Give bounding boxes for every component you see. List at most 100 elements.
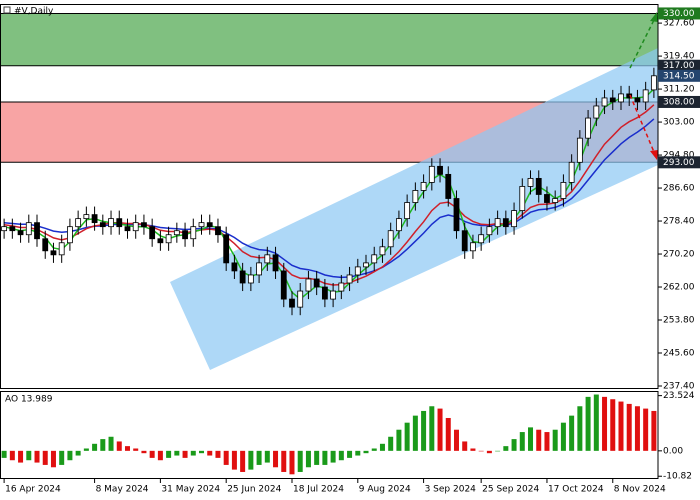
candle-body	[634, 97, 641, 103]
candle-body	[305, 278, 312, 292]
ao-bar	[470, 448, 476, 451]
ao-bar	[643, 408, 649, 451]
candle-body	[264, 254, 271, 264]
candle-body	[141, 222, 147, 228]
candle-body	[330, 290, 337, 300]
ao-bar	[116, 441, 122, 451]
y-tick-label: 294.80	[663, 151, 695, 161]
candle-body	[91, 214, 98, 224]
ao-bar	[207, 450, 213, 456]
ao-bar	[330, 450, 336, 463]
y-tick-label: 278.40	[663, 217, 695, 227]
ao-bar	[26, 450, 32, 461]
ao-bar	[1, 450, 7, 458]
candle-body	[396, 218, 402, 232]
candle-body	[420, 182, 427, 191]
x-tick-label: 3 Sep 2024	[425, 485, 477, 495]
ao-bar	[256, 450, 262, 465]
ao-bar	[511, 439, 517, 451]
x-tick-label: 31 May 2024	[161, 485, 220, 495]
ao-bar	[190, 450, 196, 456]
ao-bar	[166, 450, 172, 458]
ao-bar	[593, 394, 599, 451]
candle-body	[58, 242, 65, 256]
y-tick-label: 327.60	[663, 19, 695, 29]
ao-bar	[528, 427, 534, 451]
candle-body	[642, 89, 649, 103]
ao-bar	[388, 436, 394, 451]
candle-body	[297, 290, 304, 308]
candle-body	[618, 93, 624, 103]
ao-bar	[618, 401, 624, 451]
ao-bar	[396, 429, 402, 451]
level-label: 330.00	[663, 9, 695, 19]
candle-body	[404, 202, 411, 220]
candle-body	[256, 262, 262, 276]
price-channel	[170, 48, 658, 370]
candle-body	[609, 97, 616, 103]
x-tick-label: 18 Jul 2024	[293, 485, 344, 495]
y-tick-label: 286.60	[663, 184, 695, 194]
y-tick-label: 303.00	[663, 118, 695, 128]
ao-bar	[429, 406, 435, 451]
candle-body	[124, 226, 131, 232]
candle-body	[379, 246, 386, 256]
level-tag	[658, 7, 700, 20]
candle-body	[494, 218, 501, 228]
level-label: 317.00	[663, 61, 695, 71]
candle-body	[511, 210, 517, 228]
candle-body	[34, 222, 40, 240]
ao-bar	[404, 422, 410, 451]
ao-bar	[297, 450, 303, 472]
main-frame	[0, 4, 659, 389]
ao-bar	[100, 439, 106, 451]
ao-bar	[289, 450, 295, 475]
candle-body	[17, 230, 24, 236]
y-tick-label: 311.20	[663, 85, 695, 95]
ao-bar	[9, 450, 15, 461]
target-arrow-up	[629, 19, 655, 69]
ao-bar	[75, 450, 81, 456]
ao-bar	[347, 450, 353, 458]
ao-bar	[305, 450, 311, 468]
ao-bar	[569, 415, 575, 451]
candle-body	[445, 173, 452, 199]
candle-body	[470, 242, 476, 252]
plot	[1, 67, 657, 475]
candle-body	[132, 222, 139, 232]
candle-body	[1, 226, 8, 232]
target-arrow-down	[629, 94, 655, 153]
ao-bar	[281, 450, 287, 472]
ao-bar	[445, 417, 451, 451]
candle-body	[519, 186, 526, 211]
ao-bar	[544, 432, 550, 451]
ao-title: AO 13.989	[5, 395, 53, 405]
candle-body	[75, 218, 82, 228]
candle-body	[173, 230, 180, 236]
ao-bar	[199, 450, 205, 454]
ao-bar	[486, 450, 492, 454]
candle-body	[190, 226, 197, 240]
ao-bar	[182, 450, 188, 458]
candle-body	[83, 214, 90, 220]
ao-bar	[67, 450, 73, 461]
ao-bar	[602, 396, 608, 451]
ao-bar	[412, 415, 418, 451]
candle-body	[461, 230, 468, 252]
candle-body	[576, 137, 583, 163]
candle-body	[231, 262, 238, 272]
candle-body	[593, 105, 600, 119]
ao-bar	[495, 450, 501, 452]
ao-bar	[240, 450, 246, 472]
x-tick-label: 9 Aug 2024	[359, 485, 411, 495]
arrow-head	[650, 150, 658, 160]
ao-bar	[149, 450, 155, 458]
ao-bar	[42, 450, 48, 465]
candle-body	[182, 230, 188, 240]
candle-body	[149, 226, 156, 240]
candle-body	[535, 177, 542, 195]
ao-bar	[133, 448, 139, 451]
level-tag	[658, 69, 700, 82]
candle-body	[50, 250, 57, 256]
candle-body	[387, 230, 394, 248]
